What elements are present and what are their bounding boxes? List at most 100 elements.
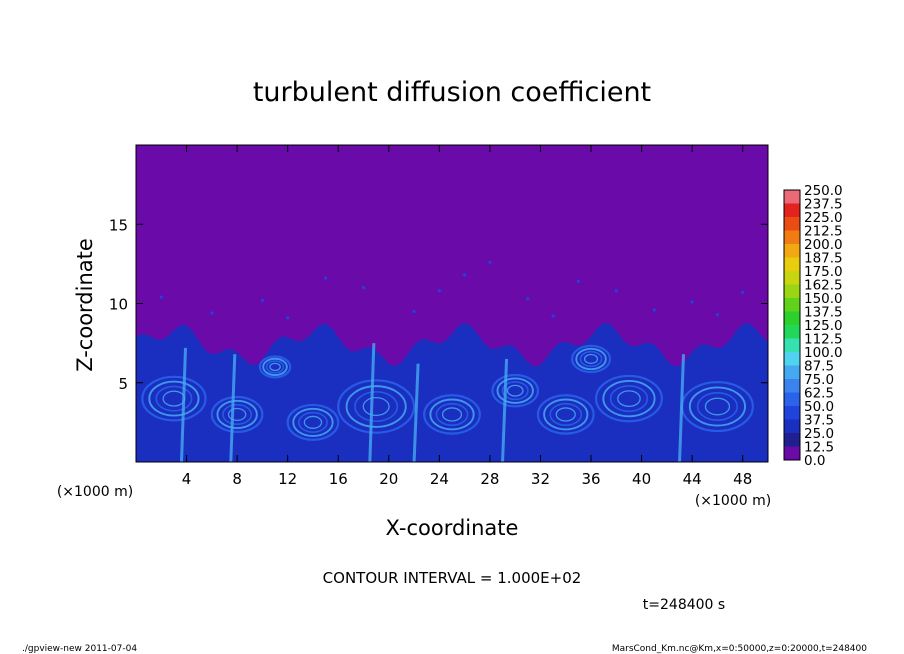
colorbar-cell — [784, 271, 800, 285]
x-tick-label: 40 — [632, 470, 651, 488]
colorbar-label: 75.0 — [804, 372, 834, 388]
colorbar-label: 187.5 — [804, 251, 843, 267]
colorbar-label: 200.0 — [804, 237, 843, 253]
eddy-contour — [549, 402, 583, 426]
plume — [180, 347, 188, 462]
eddy-contour — [506, 384, 524, 397]
eddy-contour — [210, 395, 264, 433]
colorbar-label: 37.5 — [804, 413, 834, 429]
eddy-contour — [148, 380, 200, 417]
colorbar-label: 50.0 — [804, 399, 834, 415]
colorbar-cell — [784, 203, 800, 217]
colorbar-cell — [784, 338, 800, 352]
eddy-contour — [429, 398, 475, 431]
eddy-contour — [583, 353, 599, 365]
eddy-contour — [579, 350, 603, 368]
turbulence-speck — [437, 289, 441, 293]
turbulence-speck — [361, 286, 366, 290]
eddy-contour — [501, 381, 529, 401]
colorbar: 0.012.525.037.550.062.575.087.5100.0112.… — [783, 183, 843, 469]
eddy-contour — [575, 347, 607, 371]
colorbar-label: 87.5 — [804, 359, 834, 375]
colorbar-cell — [784, 446, 800, 460]
colorbar-label: 12.5 — [804, 440, 834, 456]
time-label: t=248400 s — [643, 597, 725, 613]
x-tick-label: 8 — [232, 470, 242, 488]
eddy-contour — [688, 386, 746, 427]
colorbar-cell — [784, 419, 800, 433]
turbulence-speck — [260, 298, 264, 302]
x-tick-label: 4 — [182, 470, 192, 488]
eddy-contour — [354, 391, 399, 422]
colorbar-label: 212.5 — [804, 224, 843, 240]
eddy-contour — [496, 377, 534, 404]
colorbar-cell — [784, 406, 800, 420]
eddy-contour — [423, 394, 481, 435]
colorbar-cell — [784, 257, 800, 271]
colorbar-cell — [784, 433, 800, 447]
colorbar-label: 225.0 — [804, 210, 843, 226]
turbulence-speck — [741, 290, 745, 295]
turbulence-speck — [715, 312, 720, 317]
eddy-contour — [362, 396, 390, 417]
colorbar-label: 162.5 — [804, 278, 843, 294]
colorbar-cell — [784, 392, 800, 406]
y-axis: 5 10 15 — [109, 216, 768, 393]
turbulence-speck — [614, 289, 618, 293]
colorbar-label: 150.0 — [804, 291, 843, 307]
plume — [678, 354, 686, 462]
eddy-contour — [222, 403, 253, 426]
eddy-contour — [435, 402, 469, 426]
x-tick-label: 44 — [683, 470, 702, 488]
colorbar-frame — [783, 189, 801, 461]
x-tick-label: 48 — [733, 470, 752, 488]
colorbar-cell — [784, 284, 800, 298]
colorbar-cell — [784, 325, 800, 339]
turbulence-speck — [576, 279, 581, 283]
x-axis-unit-right: (×1000 m) — [695, 493, 771, 509]
plume — [368, 343, 376, 462]
colorbar-cell — [784, 190, 800, 204]
x-tick-label: 36 — [581, 470, 600, 488]
colorbar-label: 62.5 — [804, 386, 834, 402]
plume — [501, 358, 509, 462]
x-axis-unit-left: (×1000 m) — [57, 484, 133, 500]
turbulence-speck — [488, 260, 492, 264]
colorbar-label: 250.0 — [804, 183, 843, 199]
heatmap-field — [136, 145, 768, 462]
colorbar-label: 25.0 — [804, 426, 834, 442]
colorbar-label: 112.5 — [804, 332, 843, 348]
y-tick-label: 15 — [109, 216, 128, 234]
colorbar-cell — [784, 298, 800, 312]
colorbar-label: 237.5 — [804, 197, 843, 213]
eddy-contour — [491, 373, 540, 408]
colorbar-cell — [784, 352, 800, 366]
eddy-contour — [265, 360, 285, 374]
contour-interval-label: CONTOUR INTERVAL = 1.000E+02 — [323, 569, 582, 587]
colorbar-cell — [784, 230, 800, 244]
eddy-contour — [536, 394, 595, 435]
turbulence-speck — [159, 295, 163, 299]
eddy-contour — [303, 415, 323, 429]
colorbar-label: 0.0 — [804, 453, 825, 469]
eddy-contour — [337, 379, 416, 434]
x-tick-label: 32 — [531, 470, 550, 488]
x-tick-label: 20 — [379, 470, 398, 488]
colorbar-cell — [784, 217, 800, 231]
eddy-contour — [292, 407, 334, 437]
turbulence-speck — [210, 311, 214, 315]
eddy-contour — [543, 398, 589, 431]
x-tick-label: 28 — [480, 470, 499, 488]
turbulence-speck — [412, 309, 416, 314]
colorbar-label: 137.5 — [804, 305, 843, 321]
colorbar-cell — [784, 311, 800, 325]
x-axis: 4 8 12 16 20 24 28 32 36 40 44 48 — [182, 145, 752, 488]
eddy-contour — [602, 379, 656, 418]
eddy-contour — [262, 357, 288, 377]
turbulence-speck — [551, 314, 555, 318]
eddy-contour — [617, 390, 641, 407]
eddy-contour — [570, 344, 612, 374]
turbulence-speck — [286, 316, 290, 320]
colorbar-label: 175.0 — [804, 264, 843, 280]
